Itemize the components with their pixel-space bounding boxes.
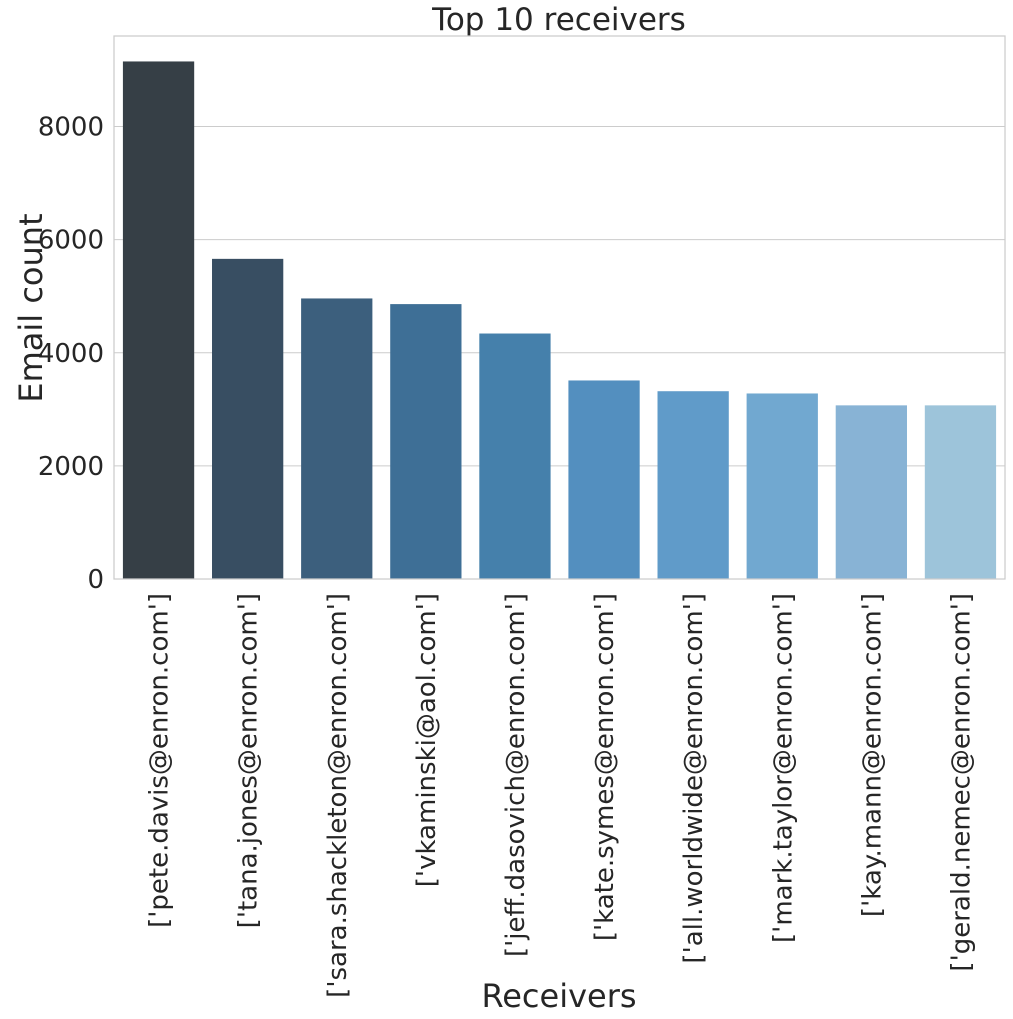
bar: [390, 304, 462, 579]
x-tick-label: ['jeff.dasovich@enron.com']: [501, 593, 531, 957]
bar: [746, 393, 818, 579]
x-tick-label: ['kay.mann@enron.com']: [857, 593, 887, 917]
chart-title: Top 10 receivers: [431, 2, 686, 38]
y-axis-label: Email count: [12, 213, 50, 402]
bar: [122, 61, 195, 579]
y-tick-label: 4000: [38, 339, 104, 369]
bar: [924, 405, 997, 579]
x-tick-label: ['gerald.nemec@enron.com']: [946, 593, 976, 972]
x-tick-label: ['vkaminski@aol.com']: [412, 593, 442, 887]
bar: [835, 405, 907, 579]
bar: [212, 258, 284, 579]
bar: [301, 298, 373, 579]
bars: [122, 61, 997, 579]
x-tick-label: ['mark.taylor@enron.com']: [768, 593, 798, 943]
x-axis-label: Receivers: [481, 977, 636, 1015]
y-tick-label: 6000: [38, 226, 104, 256]
x-tick-label: ['pete.davis@enron.com']: [145, 593, 175, 928]
x-tick-labels: ['pete.davis@enron.com'] ['tana.jones@enr…: [145, 593, 977, 998]
y-tick-label: 2000: [38, 452, 104, 482]
y-tick-labels: 0 2000 4000 6000 8000: [38, 113, 104, 596]
x-tick-label: ['all.worldwide@enron.com']: [679, 593, 709, 964]
y-tick-label: 8000: [38, 113, 104, 143]
x-tick-label: ['sara.shackleton@enron.com']: [323, 593, 353, 998]
bar: [568, 380, 640, 579]
bar: [479, 333, 551, 579]
x-tick-label: ['kate.symes@enron.com']: [590, 593, 620, 941]
bar: [657, 391, 729, 579]
x-tick-label: ['tana.jones@enron.com']: [234, 593, 264, 928]
y-tick-label: 0: [87, 565, 104, 595]
plot-frame: [113, 35, 1006, 580]
